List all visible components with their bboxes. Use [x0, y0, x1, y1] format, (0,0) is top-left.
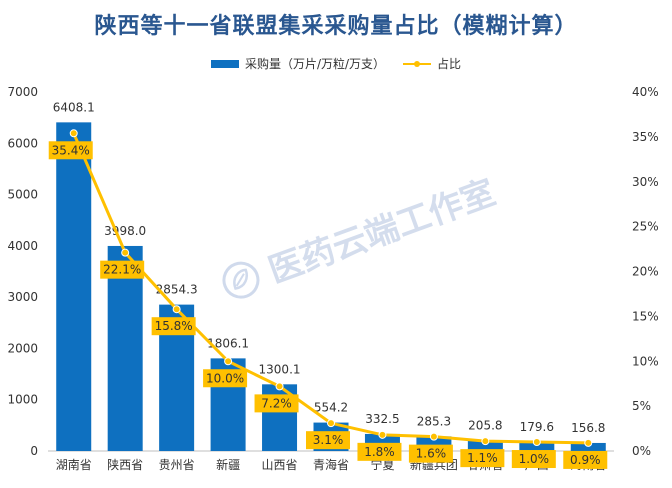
share-label-box	[48, 141, 93, 160]
bar-value-label: 179.6	[520, 420, 554, 434]
share-label-box	[254, 394, 299, 413]
y-left-tick-label: 2000	[7, 341, 38, 355]
line-point[interactable]	[275, 382, 284, 391]
share-label-box	[408, 444, 453, 463]
share-label: 35.4%	[52, 143, 90, 157]
bar[interactable]	[56, 122, 92, 451]
share-label-box	[357, 442, 402, 461]
y-left-tick-label: 7000	[7, 85, 38, 99]
line-point[interactable]	[121, 248, 130, 257]
category-label: 新疆	[216, 457, 240, 472]
bar-value-label: 285.3	[417, 414, 451, 428]
y-left-tick-label: 4000	[7, 239, 38, 253]
share-label-box	[151, 317, 196, 336]
bar-value-label: 205.8	[468, 418, 502, 432]
share-label: 3.1%	[313, 433, 344, 447]
bar-value-label: 554.2	[314, 401, 348, 415]
y-left-tick-label: 0	[30, 444, 38, 458]
share-label-box	[563, 450, 608, 469]
legend-swatch-line	[403, 60, 432, 68]
line-point[interactable]	[429, 432, 438, 441]
y-right-tick-label: 5%	[632, 399, 651, 413]
bar-value-label: 332.5	[365, 412, 399, 426]
bar[interactable]	[519, 441, 555, 451]
category-label: 湖南省	[56, 457, 92, 472]
y-right-tick-label: 30%	[632, 175, 659, 189]
line-point[interactable]	[327, 419, 335, 428]
legend-item-bar[interactable]: 采购量（万片/万粒/万支）	[210, 55, 386, 72]
category-label: 贵州省	[159, 458, 195, 472]
share-label-box	[100, 260, 145, 279]
bar-value-label: 6408.1	[53, 100, 95, 114]
share-label: 1.0%	[519, 452, 550, 466]
y-left-tick-label: 1000	[7, 393, 38, 407]
share-label: 10.0%	[206, 371, 244, 385]
bar[interactable]	[107, 245, 143, 451]
y-right-tick-label: 0%	[632, 444, 651, 458]
bar[interactable]	[570, 442, 606, 451]
share-label: 1.1%	[467, 451, 498, 465]
bar-value-label: 3998.0	[104, 224, 146, 238]
legend-label-line: 占比	[437, 57, 462, 71]
y-right-tick-label: 20%	[632, 265, 659, 279]
line-point[interactable]	[532, 438, 541, 447]
y-right-tick-label: 15%	[632, 309, 659, 323]
bar-value-label: 2854.3	[156, 283, 198, 297]
y-right-tick-label: 35%	[632, 130, 659, 144]
share-label: 7.2%	[261, 396, 292, 410]
share-label: 1.8%	[364, 445, 395, 459]
y-left-tick-label: 5000	[7, 188, 38, 202]
y-right-tick-label: 40%	[632, 85, 659, 99]
line-point[interactable]	[481, 437, 490, 446]
share-line	[72, 132, 589, 445]
share-label: 0.9%	[570, 453, 601, 467]
share-label-box	[306, 431, 350, 450]
category-label: 山西省	[262, 458, 298, 472]
line-point[interactable]	[69, 129, 78, 138]
bar[interactable]	[467, 440, 503, 451]
bar-value-label: 156.8	[571, 421, 605, 435]
category-label: 陕西省	[107, 457, 143, 472]
legend-item-line[interactable]: 占比	[403, 55, 461, 72]
line-point[interactable]	[378, 430, 387, 439]
share-label: 1.6%	[416, 447, 447, 461]
line-point[interactable]	[584, 438, 593, 447]
chart-title: 陕西等十一省联盟集采采购量占比（模糊计算）	[94, 14, 578, 39]
line-point[interactable]	[224, 357, 233, 366]
bar-value-label: 1806.1	[207, 336, 249, 350]
share-label: 22.1%	[103, 263, 141, 277]
y-right-tick-label: 10%	[632, 354, 659, 368]
y-right-tick-label: 25%	[632, 220, 659, 234]
share-label-box	[460, 449, 505, 468]
y-left-tick-label: 6000	[7, 136, 38, 150]
share-label-box	[511, 450, 556, 469]
y-left-tick-label: 3000	[7, 290, 38, 304]
share-label-box	[203, 369, 248, 388]
bar-value-label: 1300.1	[259, 362, 301, 376]
legend: 采购量（万片/万粒/万支） 占比	[0, 55, 672, 72]
line-point[interactable]	[172, 305, 181, 314]
share-label: 15.8%	[155, 319, 193, 333]
legend-swatch-bar	[210, 59, 239, 68]
category-label: 青海省	[313, 457, 349, 472]
legend-label-bar: 采购量（万片/万粒/万支）	[244, 57, 386, 71]
